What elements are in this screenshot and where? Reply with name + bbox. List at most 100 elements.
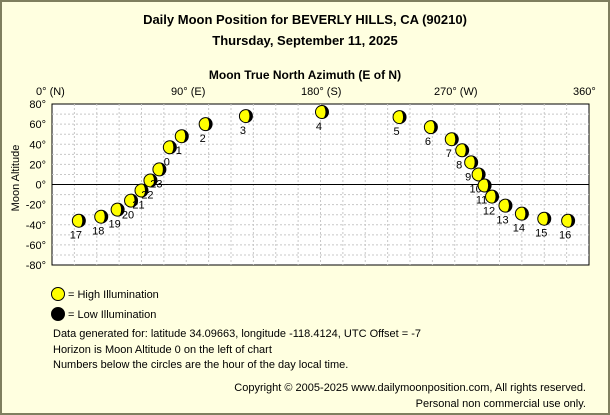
- y-tick-label: -80°: [26, 260, 46, 272]
- chart-date: Thursday, September 11, 2025: [212, 33, 398, 48]
- moon-hour-label: 11: [476, 195, 487, 207]
- moon-point: 2: [198, 117, 213, 145]
- moon-point: 18: [92, 209, 109, 238]
- moon-point: 14: [513, 206, 529, 235]
- moon-point: 7: [444, 132, 459, 160]
- moon-circle-shadow: [568, 214, 575, 228]
- chart-title: Daily Moon Position for BEVERLY HILLS, C…: [143, 12, 467, 27]
- x-tick-label-90: 90° (E): [171, 86, 206, 98]
- moon-circle-shadow: [150, 173, 157, 187]
- moon-circle-shadow: [245, 109, 253, 123]
- moon-hour-label: 20: [122, 210, 134, 222]
- moon-hour-label: 4: [316, 121, 322, 133]
- y-tick-label: -40°: [26, 220, 46, 232]
- moon-hour-label: 1: [176, 145, 182, 157]
- note-hours: Numbers below the circles are the hour o…: [53, 359, 349, 371]
- moon-point: 6: [423, 120, 438, 148]
- moon-point: 16: [559, 213, 576, 242]
- moon-circle-shadow: [451, 132, 459, 146]
- moon-circle-shadow: [131, 194, 138, 208]
- legend-symbols: [51, 287, 65, 321]
- moon-point: 12: [483, 189, 500, 218]
- moon-circle-shadow: [521, 207, 529, 221]
- moon-point: 22: [141, 173, 158, 201]
- moon-point: 15: [535, 211, 552, 240]
- moon-point: 5: [392, 110, 407, 138]
- moon-point: 4: [314, 105, 329, 133]
- y-tick-label: 20°: [29, 159, 46, 171]
- x-tick-label-270: 270° (W): [434, 86, 478, 98]
- moon-circle-shadow: [544, 212, 551, 226]
- moon-hour-label: 8: [456, 159, 462, 171]
- x-tick-label-180: 180° (S): [301, 86, 342, 98]
- y-tick-label: 60°: [29, 119, 46, 131]
- y-tick-labels: 80° 60° 40° 20° 0° -20° -40° -60° -80°: [26, 99, 46, 272]
- moon-circle-shadow: [78, 214, 86, 228]
- moon-circle-shadow: [462, 143, 469, 157]
- footer-license: Personal non commercial use only.: [415, 398, 586, 410]
- moon-circle-shadow: [321, 105, 329, 119]
- moon-circle-shadow: [430, 120, 438, 134]
- y-tick-label: 40°: [29, 139, 46, 151]
- legend-low-label: = Low Illumination: [68, 309, 157, 321]
- moon-point: 13: [496, 198, 513, 227]
- moon-hour-label: 13: [496, 215, 508, 227]
- moon-hour-label: 14: [513, 223, 525, 235]
- moon-circle-shadow: [484, 179, 492, 193]
- moon-circle-shadow: [478, 167, 486, 181]
- y-tick-label: -60°: [26, 240, 46, 252]
- moon-point: 9: [464, 155, 479, 183]
- moon-circle-shadow: [205, 117, 213, 131]
- moon-point: 20: [122, 193, 139, 222]
- moon-hour-label: 21: [132, 200, 144, 212]
- y-tick-label: 0°: [35, 180, 46, 192]
- moon-circle-shadow: [101, 210, 108, 224]
- moon-hour-label: 12: [483, 206, 495, 218]
- moon-point: 11: [476, 178, 492, 207]
- moon-point: 8: [455, 143, 470, 171]
- moon-hour-label: 7: [446, 148, 452, 160]
- note-location: Data generated for: latitude 34.09663, l…: [53, 328, 422, 340]
- moon-hour-label: 16: [559, 230, 571, 242]
- moon-circle-shadow: [471, 155, 478, 169]
- moon-hour-label: 9: [465, 171, 471, 183]
- moon-hour-label: 18: [92, 226, 104, 238]
- moon-point: 23: [150, 162, 167, 190]
- moon-point: 3: [238, 109, 253, 137]
- moon-hour-label: 15: [535, 228, 547, 240]
- moon-circle-shadow: [159, 162, 166, 176]
- y-tick-label: 80°: [29, 99, 46, 111]
- y-tick-label: -20°: [26, 200, 46, 212]
- moon-circle-shadow: [141, 184, 148, 198]
- moon-circle-shadow: [169, 140, 177, 154]
- x-tick-label-360: 360°: [573, 86, 596, 98]
- footer-copyright: Copyright © 2005-2025 www.dailymoonposit…: [234, 382, 586, 394]
- moon-circle-shadow: [492, 190, 499, 204]
- moon-point: 0: [162, 140, 177, 168]
- moon-hour-label: 22: [141, 189, 153, 201]
- note-horizon: Horizon is Moon Altitude 0 on the left o…: [53, 344, 272, 356]
- moon-point: 1: [174, 129, 189, 157]
- moon-hour-label: 0: [164, 156, 170, 168]
- moon-circle-shadow: [181, 129, 189, 143]
- legend-high-circle: [51, 287, 65, 301]
- moon-hour-label: 17: [70, 230, 82, 242]
- plot-grid: [51, 103, 590, 266]
- moon-circle-shadow: [505, 199, 512, 213]
- moon-point: 17: [70, 213, 86, 242]
- x-tick-label-0: 0° (N): [36, 86, 65, 98]
- moon-hour-label: 5: [393, 126, 399, 138]
- legend-high-label: = High Illumination: [68, 289, 159, 301]
- moon-hour-label: 19: [109, 219, 121, 231]
- moon-circle-shadow: [399, 110, 407, 124]
- moon-hour-label: 23: [150, 178, 162, 190]
- moon-point: 19: [109, 202, 125, 231]
- moon-hour-label: 3: [240, 125, 246, 137]
- moon-circle-shadow: [117, 203, 125, 217]
- moon-hour-label: 2: [200, 133, 206, 145]
- moon-hour-label: 6: [425, 136, 431, 148]
- x-axis-title: Moon True North Azimuth (E of N): [208, 68, 402, 82]
- legend-low-circle: [51, 307, 65, 321]
